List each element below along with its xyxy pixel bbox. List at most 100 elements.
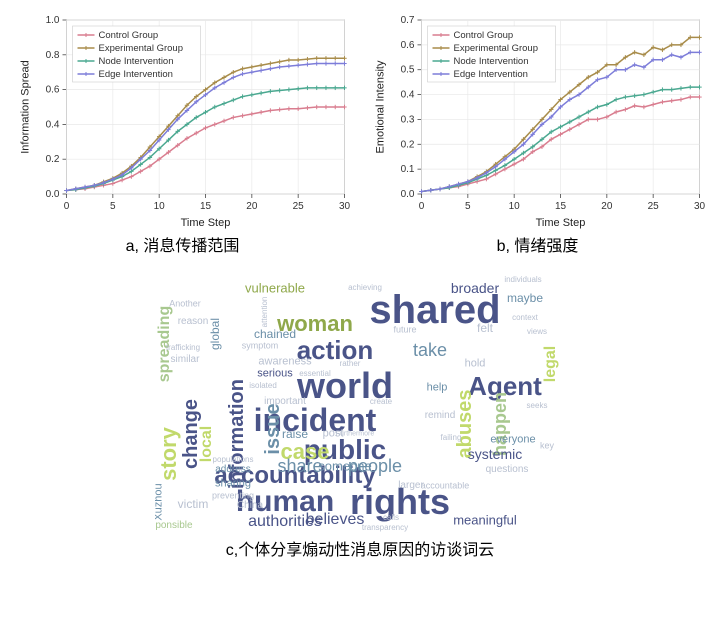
wordcloud-word: responsible [155, 521, 193, 531]
top-charts-row: 0.0 0.2 0.4 0.6 0.8 1.0 0 5 10 15 20 25 30 Time Step I… [10, 10, 710, 256]
svg-text:Experimental Group: Experimental Group [454, 43, 538, 54]
wordcloud-word: victim [178, 498, 209, 510]
svg-text:0.8: 0.8 [46, 50, 60, 61]
wordcloud-word: future [393, 326, 416, 335]
wordcloud-word: sharing [215, 479, 251, 490]
wordcloud-word: populations [213, 456, 254, 464]
svg-text:0.4: 0.4 [401, 90, 415, 101]
wordcloud-word: important [264, 397, 306, 407]
svg-text:0.0: 0.0 [401, 189, 415, 200]
svg-text:10: 10 [154, 201, 166, 212]
wordcloud-word: views [527, 328, 547, 336]
svg-text:0.2: 0.2 [401, 139, 415, 150]
svg-text:Information Spread: Information Spread [20, 60, 32, 154]
wordcloud-word: vulnerable [245, 282, 305, 295]
svg-text:Emotional Intensity: Emotional Intensity [375, 60, 387, 153]
svg-text:Time Step: Time Step [536, 217, 586, 229]
wordcloud-word: raise [282, 428, 308, 440]
wordcloud-word: isolated [249, 382, 277, 390]
wordcloud-word: maybe [507, 292, 543, 304]
wordcloud-word: serious [257, 369, 292, 380]
svg-text:Node Intervention: Node Intervention [454, 56, 529, 67]
chart-a-caption: a, 消息传播范围 [126, 232, 240, 256]
svg-text:30: 30 [694, 201, 706, 212]
svg-text:Control Group: Control Group [99, 30, 159, 41]
svg-text:Node Intervention: Node Intervention [99, 56, 174, 67]
svg-text:25: 25 [648, 201, 660, 212]
wordcloud-word: legal [543, 346, 559, 382]
svg-text:0.0: 0.0 [46, 189, 60, 200]
wordcloud-word: systemic [468, 447, 522, 461]
svg-text:0.7: 0.7 [401, 15, 415, 26]
wordcloud-word: global [209, 318, 221, 350]
svg-text:25: 25 [293, 201, 305, 212]
wordcloud-word: help [427, 383, 448, 394]
svg-text:0.1: 0.1 [401, 164, 415, 175]
wordcloud-word: issue [263, 403, 283, 454]
wordcloud-word: chained [254, 328, 296, 340]
wordcloud: sharedworldrightsincidenthumanpublicacti… [155, 274, 565, 534]
wordcloud-word: share [277, 457, 322, 475]
svg-text:Experimental Group: Experimental Group [99, 43, 183, 54]
svg-text:Control Group: Control Group [454, 30, 514, 41]
svg-text:0: 0 [419, 201, 425, 212]
wordcloud-word: individuals [504, 276, 541, 284]
wordcloud-word: similar [171, 355, 200, 365]
svg-text:20: 20 [246, 201, 258, 212]
svg-text:30: 30 [339, 201, 351, 212]
svg-text:1.0: 1.0 [46, 15, 60, 26]
wordcloud-panel: sharedworldrightsincidenthumanpublicacti… [10, 274, 710, 560]
svg-text:10: 10 [509, 201, 521, 212]
wordcloud-word: address [215, 465, 251, 475]
wordcloud-word: seeks [527, 402, 548, 410]
wordcloud-word: broader [451, 281, 499, 295]
chart-b-panel: 0.0 0.1 0.2 0.3 0.4 0.5 0.6 0.7 0 5 10 15 20 25 30 Time… [365, 10, 710, 256]
wordcloud-word: awareness [258, 357, 311, 368]
svg-text:15: 15 [200, 201, 212, 212]
wordcloud-word: preventing [212, 492, 254, 501]
svg-text:Edge Intervention: Edge Intervention [454, 69, 528, 80]
svg-text:0.5: 0.5 [401, 65, 415, 76]
wordcloud-word: transparency [362, 524, 408, 532]
svg-text:5: 5 [465, 201, 471, 212]
svg-text:5: 5 [110, 201, 116, 212]
wordcloud-word: Xuzhou [155, 483, 165, 520]
svg-text:0: 0 [64, 201, 70, 212]
wordcloud-caption: c,个体分享煽动性消息原因的访谈词云 [226, 536, 494, 560]
chart-a-panel: 0.00.20.40.60.81.0051015202530Time StepI… [10, 10, 355, 256]
chart-b-caption: b, 情绪强度 [497, 232, 579, 256]
wordcloud-word: key [540, 442, 554, 451]
svg-text:0.6: 0.6 [46, 85, 60, 96]
chart-b: 0.0 0.1 0.2 0.3 0.4 0.5 0.6 0.7 0 5 10 15 20 25 30 Time… [365, 10, 710, 230]
wordcloud-word: trafficking [166, 344, 200, 352]
chart-a: 0.00.20.40.60.81.0051015202530Time StepI… [10, 10, 355, 230]
wordcloud-word: symptom [242, 342, 279, 351]
wordcloud-word: reason [178, 317, 209, 327]
wordcloud-word: felt [477, 322, 493, 334]
wordcloud-word: Furthermore [336, 431, 375, 438]
wordcloud-word: meaningful [453, 514, 517, 527]
wordcloud-word: calls [383, 514, 399, 522]
svg-text:0.3: 0.3 [401, 114, 415, 125]
wordcloud-word: essential [299, 370, 331, 378]
svg-text:Edge Intervention: Edge Intervention [99, 69, 173, 80]
wordcloud-word: Another [169, 300, 201, 309]
wordcloud-word: create [370, 398, 392, 406]
svg-text:20: 20 [601, 201, 613, 212]
wordcloud-word: questions [486, 465, 529, 475]
wordcloud-word: everyone [490, 435, 535, 446]
wordcloud-word: rather [340, 360, 361, 368]
svg-text:0.6: 0.6 [401, 40, 415, 51]
wordcloud-word: accountable [421, 482, 470, 491]
wordcloud-word: achieving [348, 284, 382, 292]
svg-text:15: 15 [555, 201, 567, 212]
svg-text:0.2: 0.2 [46, 154, 60, 165]
wordcloud-word: context [512, 314, 538, 322]
wordcloud-word: remind [425, 411, 456, 421]
wordcloud-word: China [237, 501, 263, 511]
wordcloud-word: hold [465, 359, 486, 370]
svg-text:0.4: 0.4 [46, 119, 60, 130]
wordcloud-word: authorities [248, 514, 322, 530]
wordcloud-word: failing [441, 434, 462, 442]
wordcloud-word: take [413, 341, 447, 359]
